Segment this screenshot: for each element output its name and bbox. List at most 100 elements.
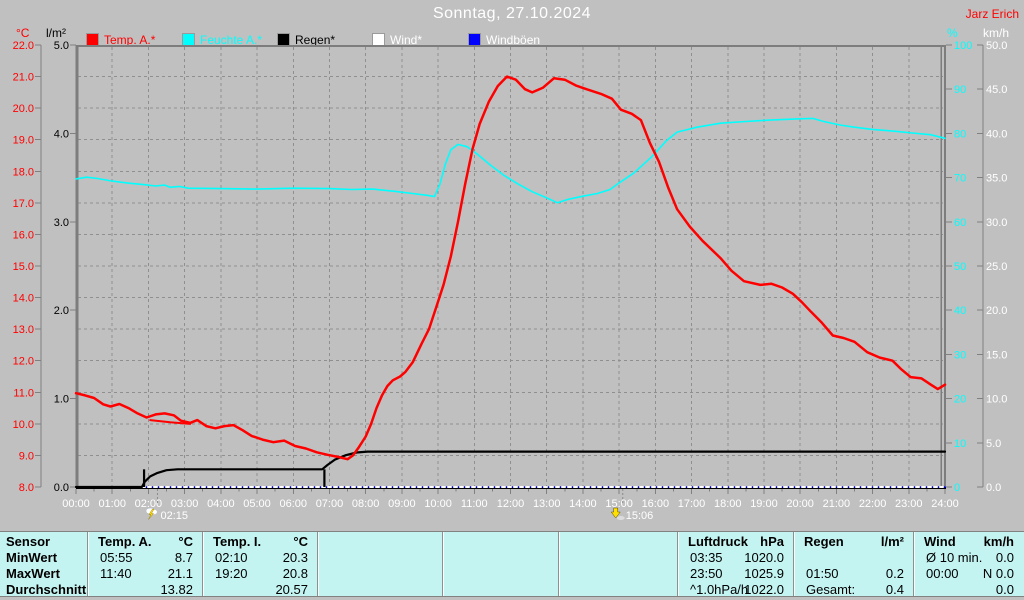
axis-tick-label: 20.0 bbox=[986, 305, 1007, 317]
summary-col-header: Regen bbox=[804, 534, 844, 549]
summary-col-header: Luftdruck bbox=[688, 534, 748, 549]
summary-cell-value: 20.3 bbox=[282, 550, 308, 565]
summary-cell-value: 13.82 bbox=[160, 582, 193, 597]
axis-tick-label: 20.0 bbox=[13, 103, 34, 115]
summary-col-unit: hPa bbox=[760, 534, 784, 549]
axis-tick-label: 13.0 bbox=[13, 324, 34, 336]
summary-column-divider bbox=[87, 532, 89, 596]
x-tick-label: 10:00 bbox=[424, 498, 452, 510]
summary-cell-time: 01:50 bbox=[806, 566, 839, 581]
x-tick-label: 21:00 bbox=[823, 498, 851, 510]
summary-column-divider bbox=[913, 532, 915, 596]
humidity-axis-unit: % bbox=[947, 26, 958, 40]
axis-tick-label: 60 bbox=[954, 217, 966, 229]
x-tick-label: 19:00 bbox=[750, 498, 778, 510]
temp-axis-unit: °C bbox=[16, 26, 30, 40]
legend-label-feuchte-a: Feuchte A.* bbox=[200, 32, 263, 47]
axis-tick-label: 10.0 bbox=[986, 394, 1007, 406]
legend-label-wind: Wind* bbox=[390, 32, 423, 47]
axis-tick-label: 12.0 bbox=[13, 356, 34, 368]
summary-cell-value: 21.1 bbox=[167, 566, 193, 581]
summary-cell-value: 0.2 bbox=[885, 566, 904, 581]
summary-cell-time: 00:00 bbox=[926, 566, 959, 581]
summary-col-unit: l/m² bbox=[880, 534, 904, 549]
summary-cell-value: 1020.0 bbox=[744, 550, 784, 565]
x-tick-label: 20:00 bbox=[786, 498, 814, 510]
axis-tick-label: 90 bbox=[954, 84, 966, 96]
summary-cell-value: 0.0 bbox=[995, 582, 1014, 597]
axis-tick-label: 80 bbox=[954, 128, 966, 140]
axis-tick-label: 30.0 bbox=[986, 217, 1007, 229]
x-tick-label: 23:00 bbox=[895, 498, 923, 510]
x-tick-label: 22:00 bbox=[859, 498, 887, 510]
axis-tick-label: 35.0 bbox=[986, 173, 1007, 185]
summary-cell-value: 1022.0 bbox=[744, 582, 784, 597]
axis-tick-label: 17.0 bbox=[13, 198, 34, 210]
summary-cell-time: 02:10 bbox=[215, 550, 248, 565]
axis-tick-label: 50 bbox=[954, 261, 966, 273]
summary-cell-time: 11:40 bbox=[100, 566, 132, 581]
legend-item-windboeen: Windböen bbox=[468, 31, 541, 47]
axis-tick-label: 10.0 bbox=[13, 419, 34, 431]
axis-tick-label: 8.0 bbox=[19, 482, 34, 494]
x-tick-label: 09:00 bbox=[388, 498, 416, 510]
x-tick-label: 18:00 bbox=[714, 498, 742, 510]
summary-col-unit: °C bbox=[293, 534, 308, 549]
axis-tick-label: 11.0 bbox=[13, 387, 34, 399]
legend-label-regen: Regen* bbox=[295, 32, 336, 47]
summary-cell-value: N 0.0 bbox=[982, 566, 1014, 581]
storm-icon bbox=[148, 508, 155, 520]
x-tick-label: 06:00 bbox=[279, 498, 307, 510]
summary-column-divider bbox=[202, 532, 204, 596]
axis-tick-label: 45.0 bbox=[986, 84, 1007, 96]
rain-axis-unit: l/m² bbox=[46, 26, 66, 40]
summary-col-header: Temp. I. bbox=[213, 534, 262, 549]
chart-legend: Temp. A.* Feuchte A.* Regen* Wind* Windböen bbox=[0, 0, 1024, 47]
summary-cell-time: 03:35 bbox=[690, 550, 723, 565]
x-tick-label: 13:00 bbox=[533, 498, 561, 510]
summary-cell-time: 05:55 bbox=[100, 550, 133, 565]
wind-axis-unit: km/h bbox=[983, 26, 1010, 40]
x-tick-label: 03:00 bbox=[171, 498, 199, 510]
x-tick-label: 08:00 bbox=[352, 498, 380, 510]
legend-label-temp-a: Temp. A.* bbox=[104, 32, 156, 47]
summary-cell-value: 1025.9 bbox=[744, 566, 784, 581]
axis-tick-label: 40.0 bbox=[986, 128, 1007, 140]
summary-col-header: Wind bbox=[924, 534, 956, 549]
summary-cell-value: 20.57 bbox=[275, 582, 308, 597]
x-tick-label: 12:00 bbox=[497, 498, 525, 510]
summary-cell-time: ^1.0hPa/h bbox=[690, 582, 749, 597]
axis-tick-label: 20 bbox=[954, 394, 966, 406]
summary-table: Sensor MinWert MaxWert Durchschnitt Temp. A.… bbox=[0, 531, 1024, 597]
summary-cell-value: 0.0 bbox=[995, 550, 1014, 565]
x-tick-label: 02:00 bbox=[135, 498, 163, 510]
summary-cell-time: 19:20 bbox=[215, 566, 248, 581]
axis-tick-label: 70 bbox=[954, 173, 966, 185]
summary-cell-value: 8.7 bbox=[174, 550, 193, 565]
summary-row-label: MinWert bbox=[6, 550, 58, 565]
summary-col-unit: °C bbox=[178, 534, 193, 549]
x-tick-label: 07:00 bbox=[316, 498, 344, 510]
axis-tick-label: 30 bbox=[954, 349, 966, 361]
legend-label-windboeen: Windböen bbox=[486, 32, 541, 47]
summary-cell-value: 20.8 bbox=[282, 566, 308, 581]
x-tick-label: 04:00 bbox=[207, 498, 235, 510]
x-tick-label: 15:00 bbox=[605, 498, 633, 510]
summary-column-divider bbox=[677, 532, 679, 596]
x-tick-label: 16:00 bbox=[642, 498, 670, 510]
x-tick-label: 14:00 bbox=[569, 498, 597, 510]
summary-row-label: MaxWert bbox=[6, 566, 60, 581]
axis-tick-label: 14.0 bbox=[13, 293, 34, 305]
axis-tick-label: 19.0 bbox=[13, 135, 34, 147]
axis-tick-label: 5.0 bbox=[54, 40, 69, 52]
summary-col-header: Temp. A. bbox=[98, 534, 152, 549]
axis-tick-label: 0.0 bbox=[54, 482, 69, 494]
series-temp-a bbox=[74, 75, 947, 461]
sunset-icon bbox=[610, 507, 621, 519]
summary-row-label: Sensor bbox=[6, 534, 51, 549]
axis-tick-label: 40 bbox=[954, 305, 966, 317]
axis-tick-label: 25.0 bbox=[986, 261, 1007, 273]
series-temp-a-doppelspur bbox=[149, 419, 192, 425]
legend-item-feuchte-a: Feuchte A.* bbox=[182, 31, 263, 47]
